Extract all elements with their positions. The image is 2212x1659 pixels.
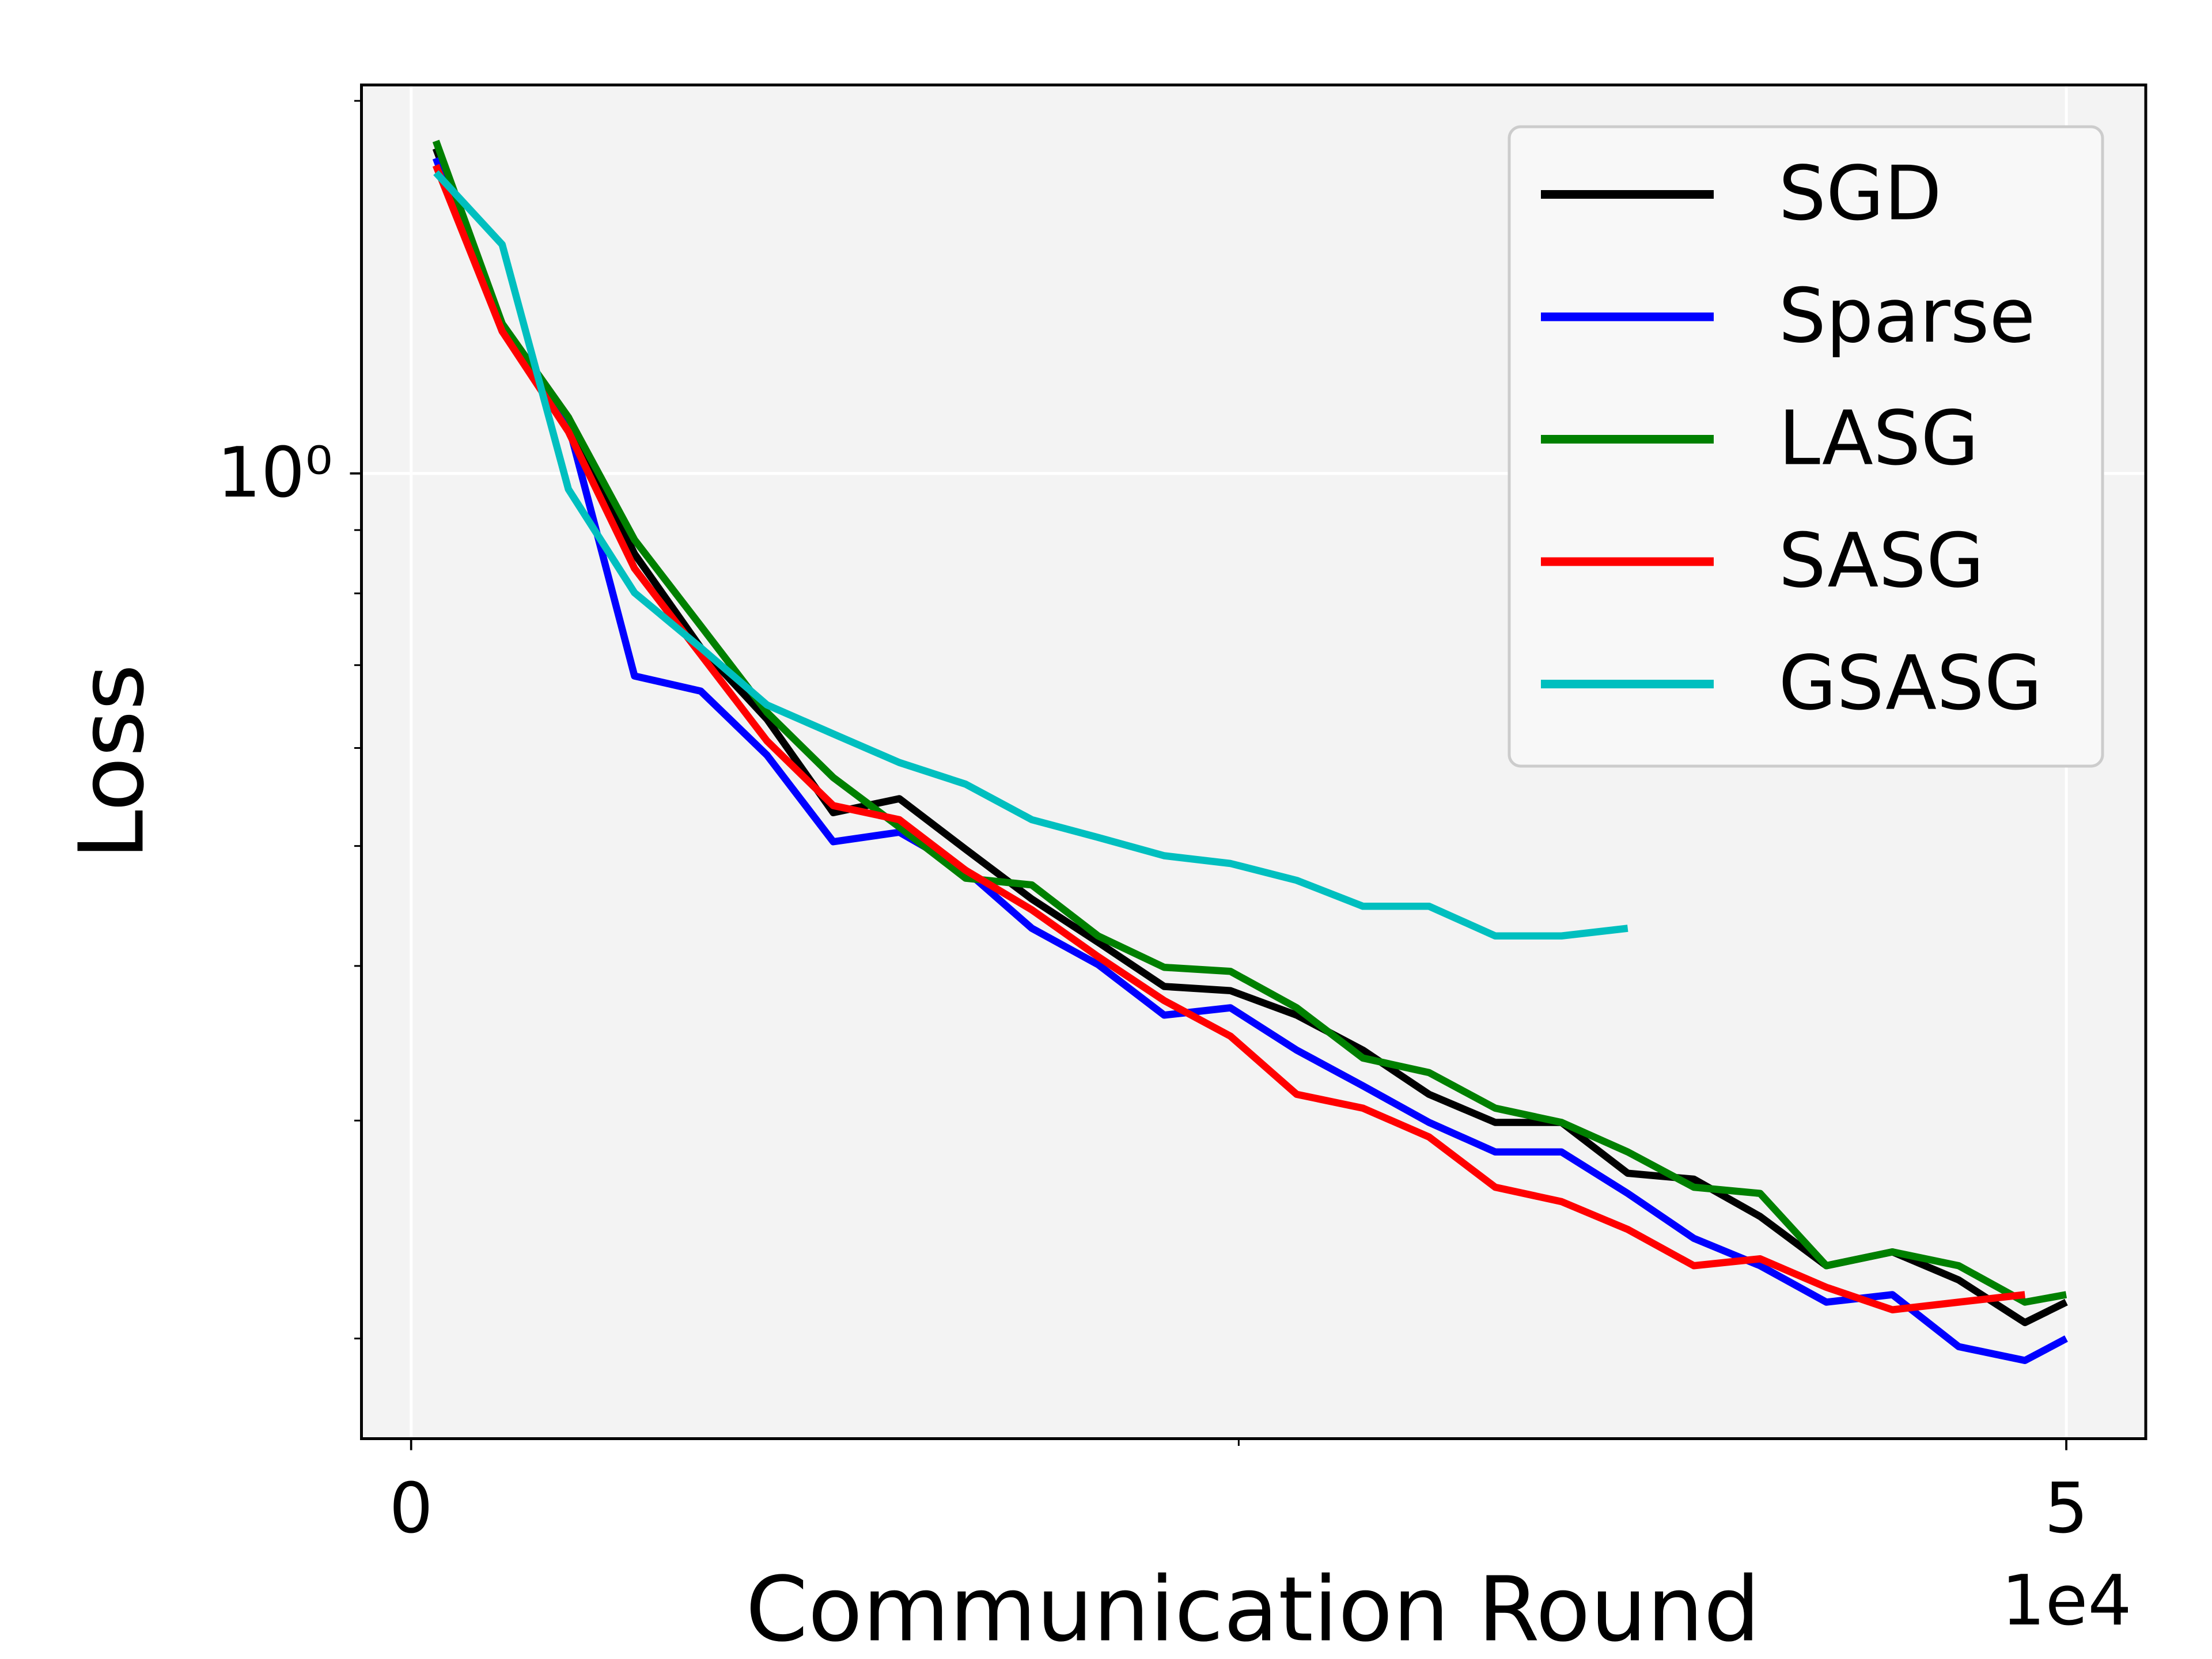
x-tick-label: 0: [389, 1469, 433, 1549]
line-series: [433, 170, 1628, 940]
legend-box: [1508, 125, 2104, 768]
x-tick-label: 5: [2044, 1469, 2088, 1549]
x-axis-label: Communication Round: [745, 1557, 1760, 1659]
legend: SGD Sparse LASG SASG GSASG: [1508, 125, 2104, 768]
legend-label: SASG: [1779, 517, 1984, 604]
line-series: [432, 157, 2068, 1364]
line-series: [432, 139, 2067, 1306]
legend-label: SGD: [1779, 150, 1942, 237]
legend-label: LASG: [1779, 395, 1979, 482]
y-axis-label: Loss: [59, 664, 164, 860]
legend-label: Sparse: [1779, 272, 2036, 359]
legend-label: GSASG: [1779, 639, 2043, 727]
line-series: [432, 164, 2025, 1313]
x-offset-label: 1e4: [2001, 1561, 2132, 1641]
axes-frame: [360, 84, 2147, 1440]
y-tick-label: 10⁰: [217, 433, 333, 513]
